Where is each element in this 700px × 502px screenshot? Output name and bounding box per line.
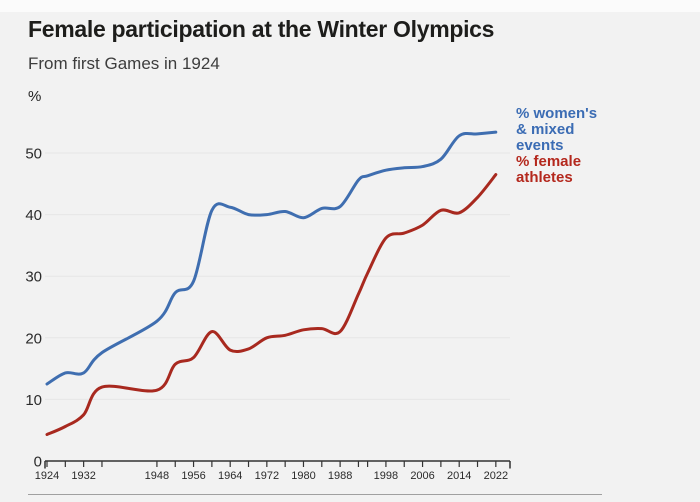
- y-axis-label: 50: [25, 146, 42, 163]
- legend-womens-mixed-events: % women's & mixed events: [516, 105, 598, 154]
- series-line-womens-mixed-events: [45, 130, 498, 386]
- legend-female-athletes: % female athletes: [516, 153, 582, 186]
- x-axis-label: 1988: [328, 470, 352, 482]
- x-axis-label: 1964: [218, 470, 242, 482]
- top-strip: [0, 0, 700, 12]
- x-axis-label: 2014: [447, 470, 471, 482]
- y-axis-label: 20: [25, 330, 42, 347]
- y-axis-label: 0: [34, 454, 42, 471]
- x-axis-label: 1980: [291, 470, 315, 482]
- chart-title: Female participation at the Winter Olymp…: [28, 16, 495, 42]
- x-axis-label: 1956: [181, 470, 205, 482]
- x-axis-label: 1998: [374, 470, 398, 482]
- bottom-divider: [28, 494, 602, 495]
- y-axis-unit-label: %: [28, 88, 42, 105]
- x-axis-label: 2022: [484, 470, 508, 482]
- x-axis-label: 1932: [71, 470, 95, 482]
- y-axis-label: 10: [25, 392, 42, 409]
- y-axis-label: 30: [25, 269, 42, 286]
- x-axis-label: 1972: [255, 470, 279, 482]
- chart-subtitle: From first Games in 1924: [28, 54, 220, 73]
- x-axis-label: 1948: [145, 470, 169, 482]
- x-axis-label: 1924: [35, 470, 59, 482]
- x-axis-label: 2006: [410, 470, 434, 482]
- series-line-female-athletes: [45, 173, 498, 436]
- y-axis-label: 40: [25, 207, 42, 224]
